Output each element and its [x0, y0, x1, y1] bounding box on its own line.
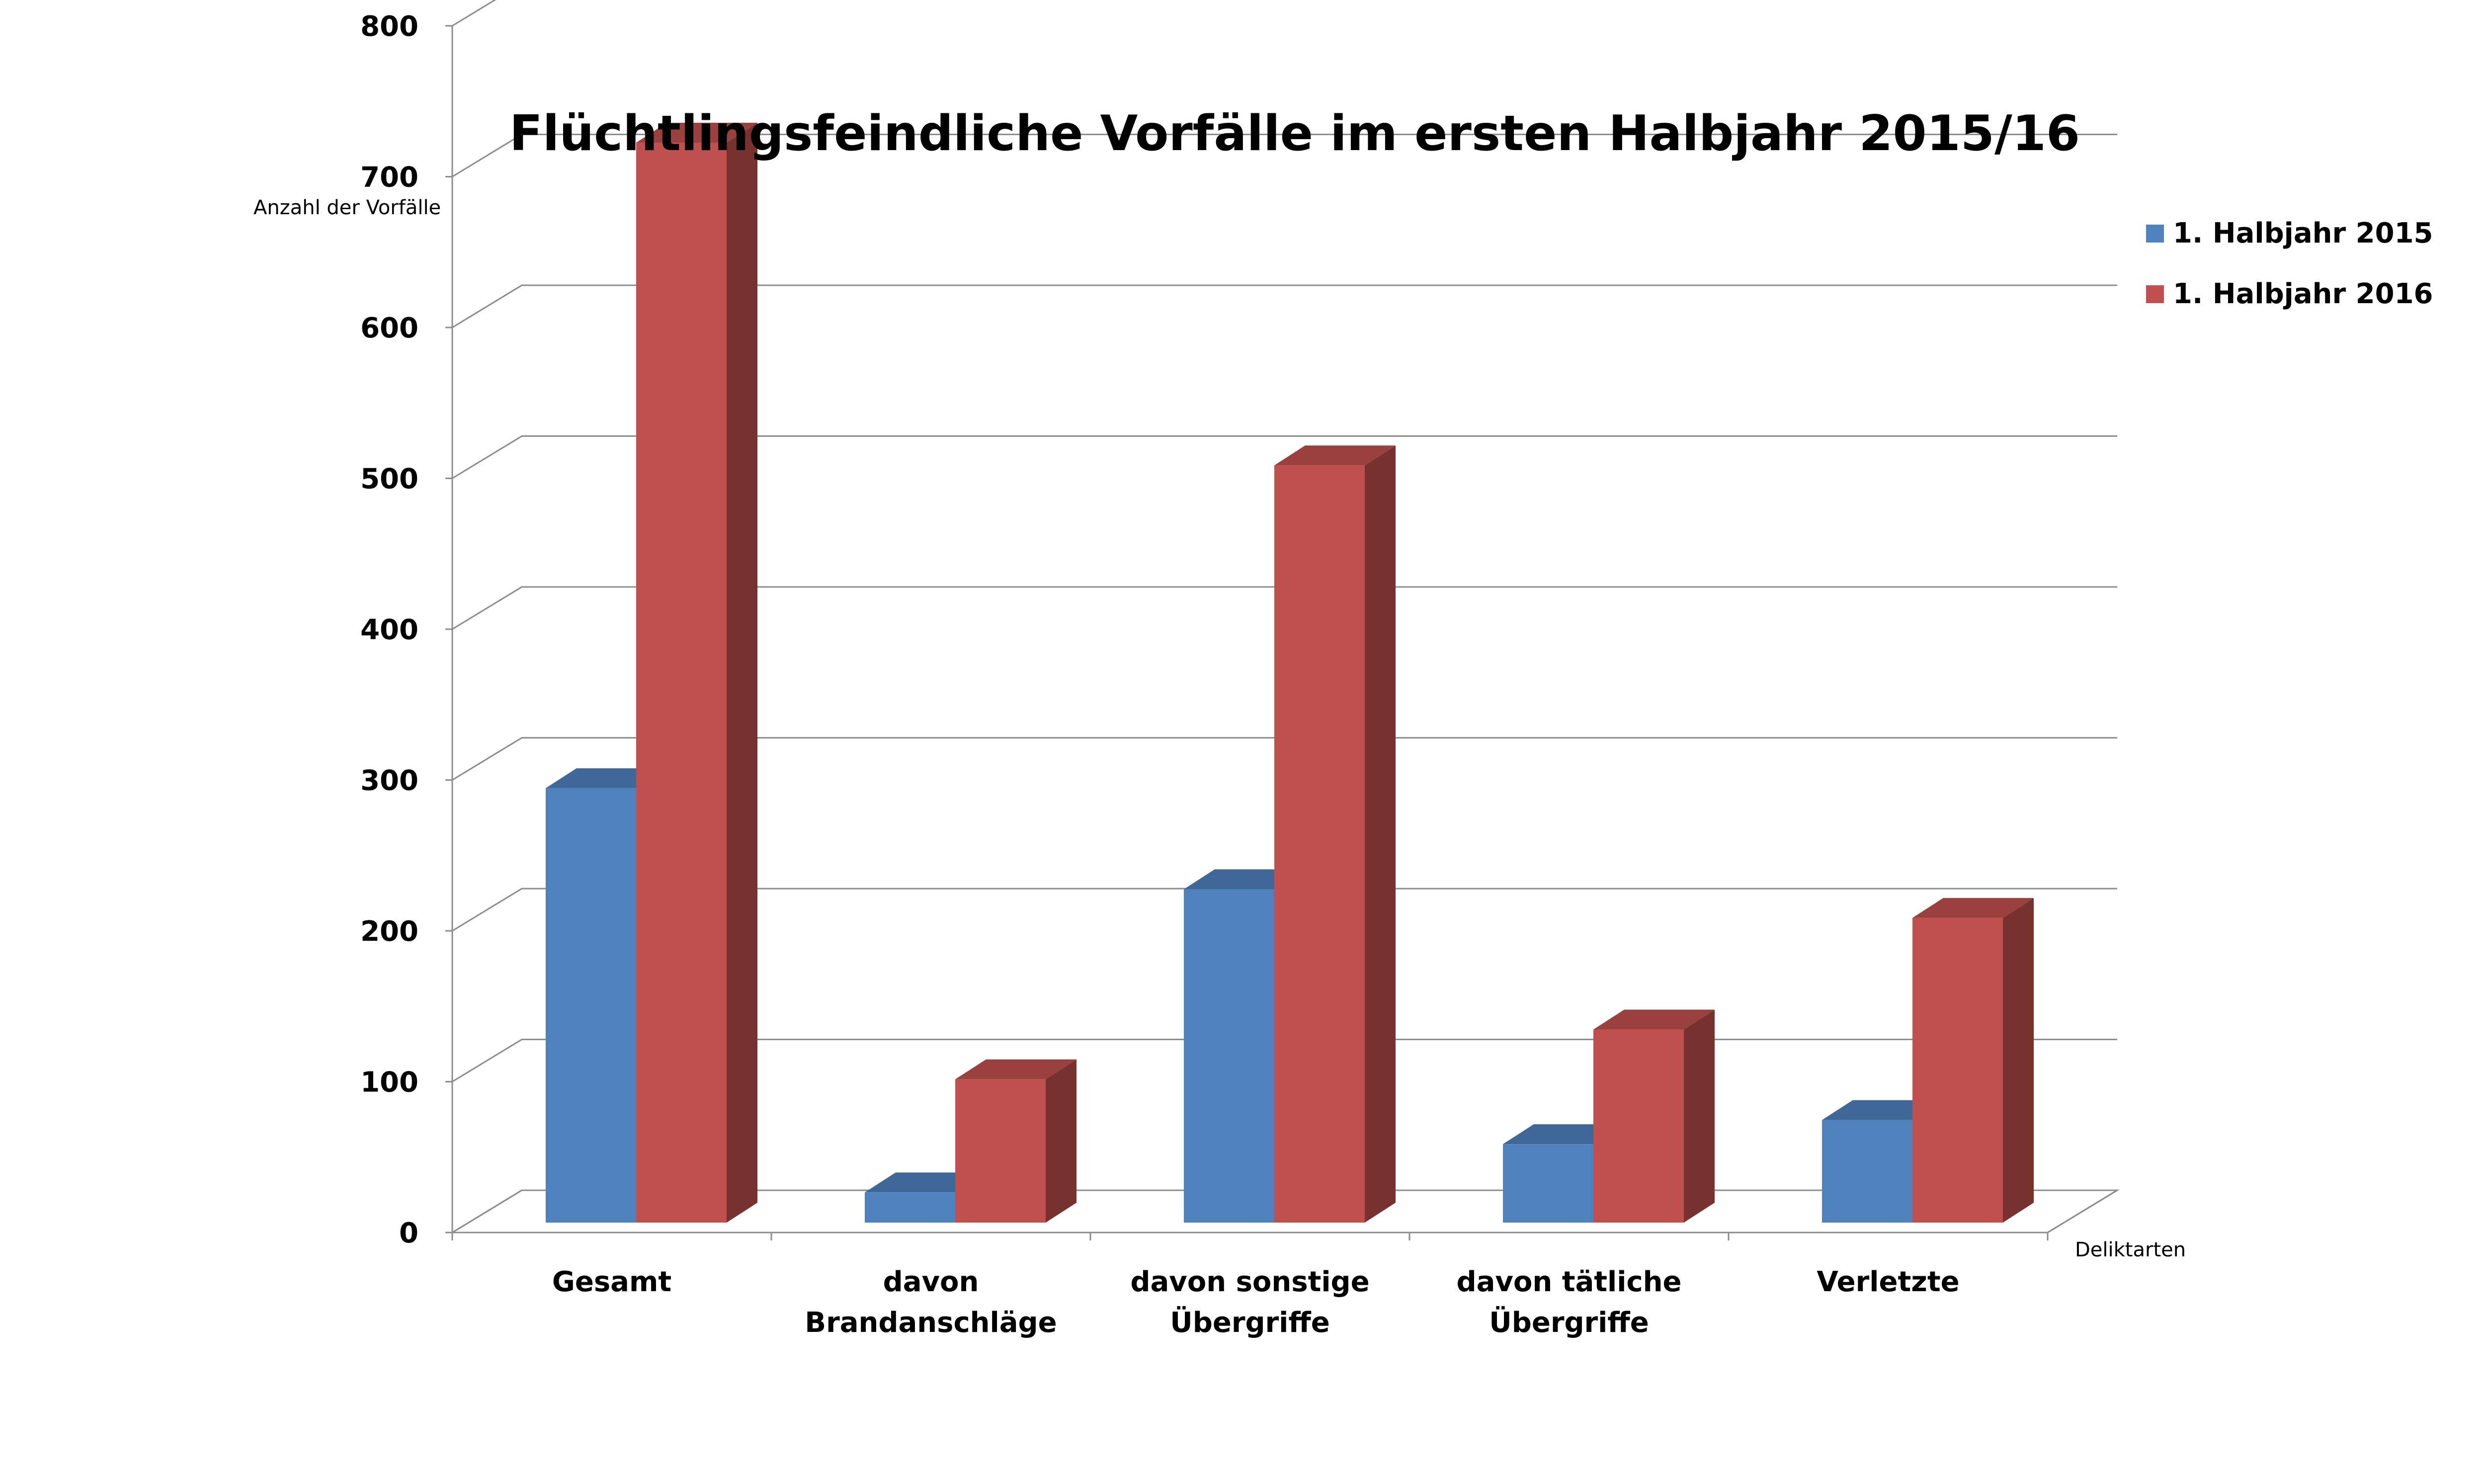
y-tick-label: 600 [360, 312, 418, 344]
gridline [452, 0, 497, 27]
category-label: Brandanschläge [805, 1307, 1057, 1339]
category-label: davon sonstige [1130, 1266, 1369, 1298]
chart-labels: Flüchtlingsfeindliche Vorfälle im ersten… [253, 10, 2186, 1339]
x-axis-label: Deliktarten [2075, 1238, 2186, 1261]
y-tick-label: 0 [399, 1217, 418, 1249]
chart-title: Flüchtlingsfeindliche Vorfälle im ersten… [509, 105, 2080, 162]
y-tick-label: 100 [360, 1067, 418, 1099]
bar-front [546, 788, 636, 1223]
bar-3-1 [1593, 1009, 1715, 1223]
axes [445, 25, 2118, 1240]
gridline [452, 435, 2117, 479]
y-tick-label: 200 [360, 915, 418, 948]
legend-entry: 1. Halbjahr 2015 [2173, 217, 2433, 249]
bar-side [1684, 1009, 1715, 1223]
legend: 1. Halbjahr 2015 1. Halbjahr 2016 [2146, 217, 2433, 310]
bar-4-1 [1912, 898, 2034, 1223]
gridline [452, 1039, 2117, 1082]
y-tick-label: 700 [360, 162, 418, 194]
category-label: Gesamt [552, 1266, 671, 1298]
category-label: davon [883, 1266, 979, 1298]
bar-2-1 [1274, 445, 1396, 1223]
legend-entry: 1. Halbjahr 2016 [2173, 278, 2433, 310]
bar-front [1503, 1144, 1593, 1223]
bar-side [1046, 1059, 1077, 1223]
bar-1-1 [955, 1059, 1077, 1223]
bar-top [955, 1059, 1077, 1079]
y-tick-label: 500 [360, 463, 418, 495]
legend-swatch [2146, 285, 2164, 303]
bar-front [1274, 465, 1365, 1223]
y-tick-label: 400 [360, 614, 418, 646]
bar-front [1822, 1120, 1912, 1223]
bar-front [1912, 917, 2003, 1223]
bar-front [636, 142, 727, 1223]
bar-top [1912, 898, 2034, 918]
category-label: Verletzte [1817, 1266, 1959, 1298]
bar-0-1 [636, 122, 757, 1223]
bar-top [1274, 445, 1396, 466]
category-label: Übergriffe [1489, 1307, 1649, 1339]
bar-front [865, 1192, 955, 1223]
category-label: Übergriffe [1170, 1307, 1329, 1339]
y-tick-label: 800 [360, 10, 418, 43]
bar-side [2003, 898, 2034, 1223]
bar-front [1184, 889, 1274, 1223]
legend-swatch [2146, 225, 2164, 243]
bar-front [1593, 1029, 1684, 1223]
gridline [452, 134, 2117, 177]
gridline [452, 888, 2117, 932]
bar-side [727, 122, 757, 1223]
category-label: davon tätliche [1457, 1266, 1682, 1298]
bar-side [1365, 445, 1396, 1223]
bar-front [955, 1079, 1046, 1223]
gridline [452, 737, 2117, 781]
y-axis-label: Anzahl der Vorfälle [253, 196, 441, 219]
bar-top [1593, 1009, 1715, 1030]
bar-top [636, 122, 757, 143]
gridline [452, 586, 2117, 630]
floor-right-edge [2047, 1189, 2118, 1234]
y-tick-label: 300 [360, 765, 418, 797]
bars [546, 122, 2034, 1223]
gridline [452, 284, 2117, 329]
